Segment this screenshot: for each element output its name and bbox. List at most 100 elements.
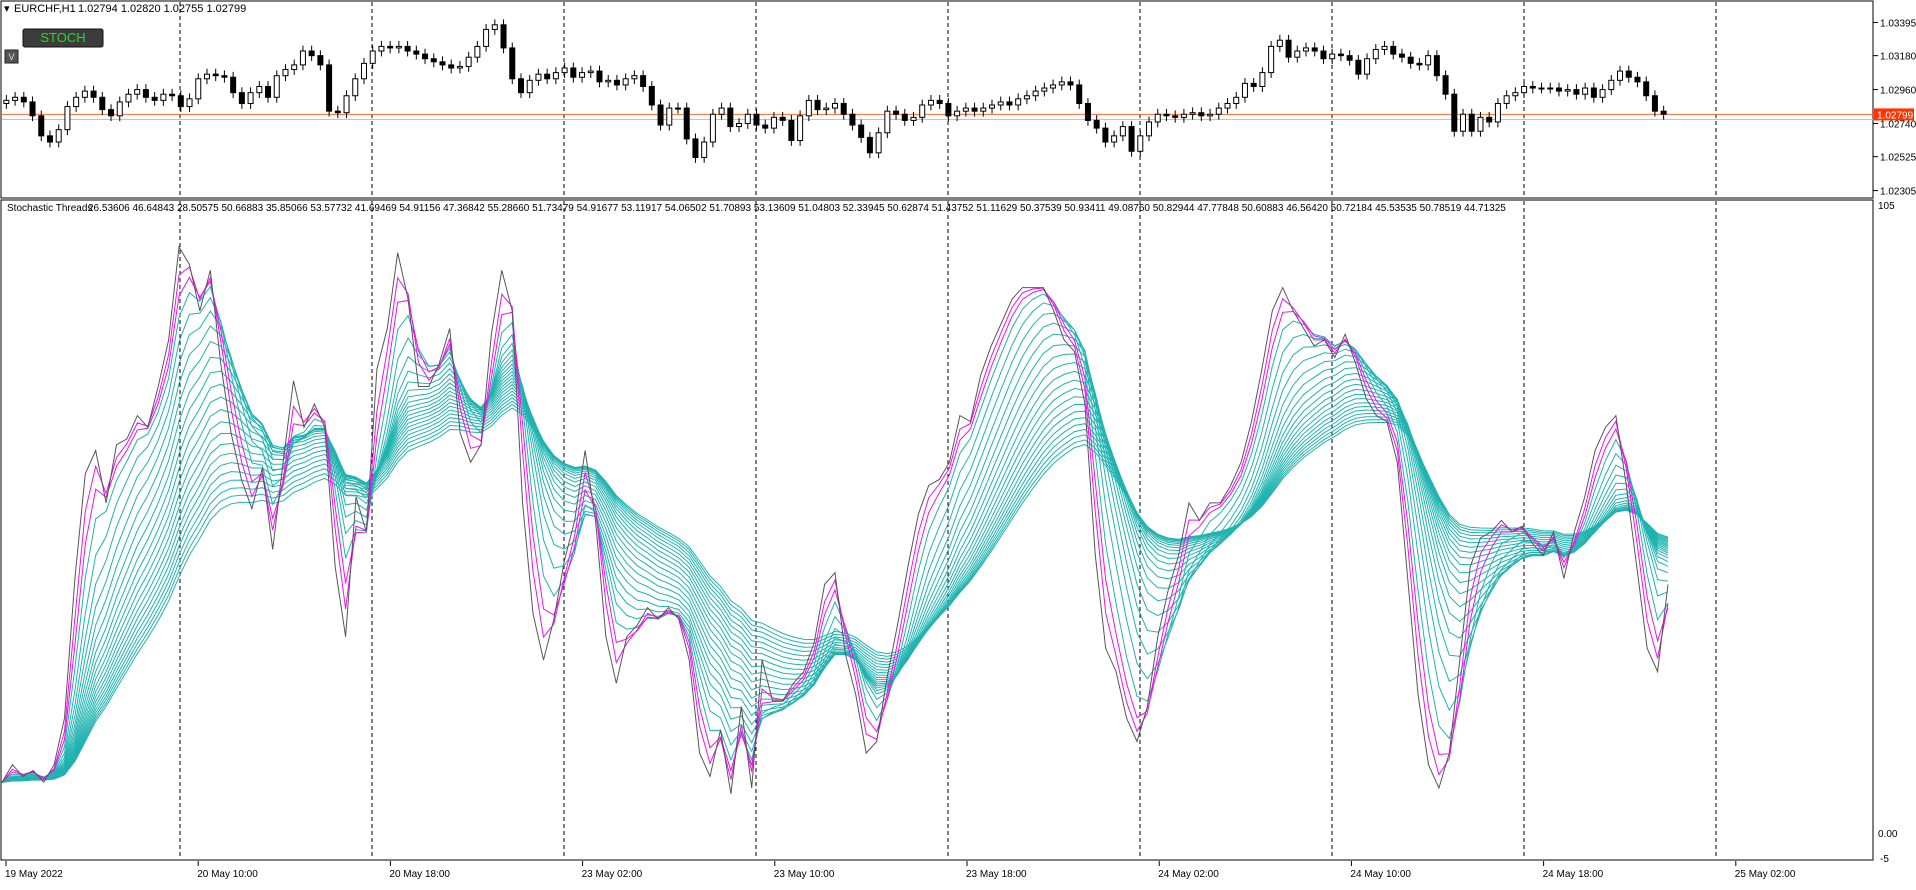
price-axis-label: 1.02740 bbox=[1880, 120, 1916, 131]
candle bbox=[980, 102, 987, 117]
price-axis-label: 1.03180 bbox=[1880, 52, 1916, 63]
candle bbox=[622, 73, 629, 91]
candle bbox=[430, 53, 437, 68]
candle bbox=[1294, 45, 1301, 63]
candle bbox=[1573, 84, 1580, 100]
candle bbox=[840, 98, 847, 120]
price-axis-label: 1.02960 bbox=[1880, 86, 1916, 97]
candle bbox=[962, 102, 969, 117]
candle bbox=[1416, 57, 1423, 71]
candle bbox=[945, 98, 952, 122]
current-price-tag-label: 1.02799 bbox=[1877, 110, 1914, 121]
candle bbox=[1311, 42, 1318, 57]
candle bbox=[64, 101, 71, 136]
candle bbox=[596, 65, 603, 88]
candle bbox=[38, 110, 45, 142]
candle bbox=[526, 74, 533, 99]
candle bbox=[203, 68, 210, 85]
stoch-slow-thread bbox=[1, 310, 1669, 783]
time-axis-label: 23 May 18:00 bbox=[966, 869, 1027, 880]
indicator-values: 26.53606 46.64843 28.50575 50.66883 35.8… bbox=[88, 203, 1506, 214]
candle bbox=[1625, 65, 1632, 83]
v-button[interactable]: V bbox=[4, 49, 19, 64]
candle bbox=[727, 102, 734, 132]
time-axis-label: 24 May 10:00 bbox=[1350, 869, 1411, 880]
candle bbox=[805, 94, 812, 122]
stoch-raw-line bbox=[1, 245, 1669, 794]
candle bbox=[247, 87, 254, 109]
candle bbox=[570, 62, 577, 83]
collapse-arrow-icon[interactable]: ▾ bbox=[4, 3, 10, 15]
indicator-pane[interactable] bbox=[0, 199, 1874, 861]
candle bbox=[814, 94, 821, 116]
price-axis: 1.03395 1.03180 1.02960 1.02740 1.02525 1.023… bbox=[2, 18, 1916, 198]
indicator-name: Stochastic Threads bbox=[7, 203, 92, 214]
candle bbox=[273, 70, 280, 103]
candle bbox=[1608, 74, 1615, 95]
candle bbox=[901, 108, 908, 126]
candle bbox=[1032, 85, 1039, 102]
candle bbox=[1355, 54, 1362, 80]
candle bbox=[701, 136, 708, 163]
candle bbox=[849, 108, 856, 131]
candle bbox=[483, 24, 490, 52]
candle bbox=[936, 94, 943, 109]
candle bbox=[884, 105, 891, 139]
candle bbox=[1067, 76, 1074, 91]
candle bbox=[12, 91, 19, 106]
candle bbox=[1503, 90, 1510, 109]
candle bbox=[186, 93, 193, 112]
candle bbox=[1128, 121, 1135, 157]
candle bbox=[674, 102, 681, 114]
candle bbox=[1041, 82, 1048, 97]
candle bbox=[1468, 108, 1475, 137]
candle bbox=[395, 40, 402, 54]
candle bbox=[893, 105, 900, 120]
candle bbox=[1102, 122, 1109, 148]
candle bbox=[1398, 48, 1405, 63]
price-axis-label: 1.02305 bbox=[1880, 187, 1916, 198]
candle bbox=[744, 108, 751, 129]
candle bbox=[29, 96, 36, 122]
candle bbox=[1660, 105, 1667, 120]
candle bbox=[517, 73, 524, 99]
candle bbox=[927, 94, 934, 111]
candle bbox=[910, 111, 917, 126]
stoch-button[interactable]: STOCH bbox=[22, 28, 104, 48]
candle bbox=[256, 81, 263, 99]
candle bbox=[1651, 90, 1658, 117]
candle bbox=[1320, 45, 1327, 65]
candle bbox=[20, 91, 27, 108]
price-pane[interactable] bbox=[0, 0, 1874, 199]
time-axis-label: 19 May 2022 bbox=[5, 869, 63, 880]
candle bbox=[265, 81, 272, 103]
candle bbox=[474, 40, 481, 63]
candle bbox=[1119, 121, 1126, 142]
indicator-axis-zero: 0.00 bbox=[1878, 829, 1898, 840]
candle bbox=[1486, 111, 1493, 128]
candle bbox=[753, 108, 760, 131]
candle bbox=[1407, 51, 1414, 69]
candle bbox=[142, 84, 149, 103]
candle bbox=[1076, 79, 1083, 109]
indicator-axis-min: -5 bbox=[1880, 854, 1889, 865]
candlestick-series bbox=[3, 19, 1667, 163]
candle bbox=[500, 19, 507, 54]
candle bbox=[552, 67, 559, 85]
candle bbox=[299, 45, 306, 71]
candle bbox=[1050, 79, 1057, 94]
candle bbox=[1529, 81, 1536, 94]
time-axis-label: 23 May 10:00 bbox=[774, 869, 835, 880]
candle bbox=[544, 68, 551, 85]
candle bbox=[404, 40, 411, 57]
candle bbox=[212, 68, 219, 82]
candle bbox=[1233, 91, 1240, 109]
candle bbox=[1198, 107, 1205, 122]
candle bbox=[875, 127, 882, 159]
candle bbox=[709, 108, 716, 148]
candle bbox=[1163, 108, 1170, 122]
candle bbox=[413, 45, 420, 60]
candle bbox=[378, 40, 385, 57]
candle bbox=[1180, 108, 1187, 123]
candle bbox=[736, 118, 743, 132]
